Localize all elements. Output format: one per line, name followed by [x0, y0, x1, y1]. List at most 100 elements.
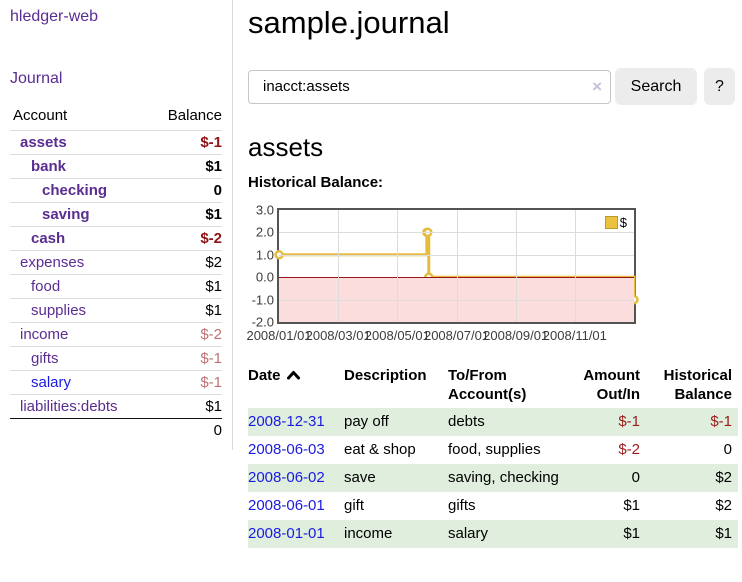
accounts-table-header: Account Balance	[10, 104, 222, 130]
header-line1: Historical	[663, 367, 732, 384]
transaction-date: 2008-06-02	[248, 464, 344, 492]
account-link-income[interactable]: income	[20, 326, 69, 343]
transaction-balance: $1	[715, 525, 732, 542]
transaction-amount: 0	[631, 469, 640, 486]
account-link-expenses[interactable]: expenses	[20, 254, 85, 271]
transaction-accounts: gifts	[448, 497, 476, 514]
search-field-wrap: ×	[248, 69, 611, 104]
y-tick-label: 3.0	[255, 202, 274, 218]
transaction-balance: $-1	[710, 413, 732, 430]
register-header-row: Date Description To/From Account(s) Amount Ou…	[248, 364, 738, 408]
header-line1: To/From	[448, 367, 507, 384]
account-row: income $-2	[10, 322, 222, 346]
gridline-vertical	[574, 210, 576, 322]
accounts-table: Account Balance assets $-1 bank $1 checking 0…	[10, 104, 222, 442]
x-tick-label: 2008/05/01	[364, 328, 430, 343]
account-link-checking[interactable]: checking	[42, 182, 108, 199]
account-balance: $1	[205, 158, 222, 175]
account-row: gifts $-1	[10, 346, 222, 370]
y-tick-label: 1.0	[255, 247, 274, 263]
account-link-liabilities-debts[interactable]: liabilities:debts	[20, 398, 118, 415]
register-header-date[interactable]: Date	[248, 364, 344, 408]
transaction-date: 2008-12-31	[248, 408, 344, 436]
account-link-supplies[interactable]: supplies	[31, 302, 87, 319]
transaction-amount: $-2	[618, 441, 640, 458]
gridline-vertical	[515, 210, 517, 322]
register-header-tofrom: To/From Account(s)	[448, 364, 578, 408]
x-tick-label: 2008/03/01	[305, 328, 371, 343]
account-balance: $1	[205, 302, 222, 319]
account-row: food $1	[10, 274, 222, 298]
transaction-accounts: saving, checking	[448, 469, 559, 486]
account-balance: $1	[205, 278, 222, 295]
account-row: cash $-2	[10, 226, 222, 250]
transaction-description: pay off	[344, 413, 389, 430]
search-row: × Search ?	[248, 68, 741, 105]
balance-column-header: Balance	[167, 107, 222, 124]
x-tick-label: 2008/11/01	[542, 328, 607, 343]
transaction-date-link[interactable]: 2008-01-01	[248, 525, 325, 542]
transaction-amount: $1	[623, 525, 640, 542]
account-balance: $-1	[200, 134, 222, 151]
account-link-gifts[interactable]: gifts	[31, 350, 59, 367]
account-link-salary[interactable]: salary	[31, 374, 72, 391]
account-balance: $1	[205, 206, 222, 223]
y-tick-label: -1.0	[251, 292, 274, 308]
transaction-date-link[interactable]: 2008-12-31	[248, 413, 325, 430]
sidebar-item-journal[interactable]: Journal	[10, 70, 63, 87]
transaction-balance: 0	[723, 441, 732, 458]
account-link-bank[interactable]: bank	[31, 158, 67, 175]
gridline-vertical	[456, 210, 458, 322]
transaction-row: 2008-06-03 eat & shop food, supplies $-2 0	[248, 436, 738, 464]
account-link-cash[interactable]: cash	[31, 230, 66, 247]
x-tick-label: 2008/07/01	[423, 328, 490, 343]
page-title: sample.journal	[248, 5, 450, 40]
account-row: assets $-1	[10, 130, 222, 154]
transaction-row: 2008-01-01 income salary $1 $1	[248, 520, 738, 548]
help-button[interactable]: ?	[704, 68, 735, 105]
account-balance: $-1	[200, 374, 222, 391]
search-button[interactable]: Search	[615, 68, 697, 105]
clear-search-icon[interactable]: ×	[592, 76, 602, 96]
account-row: saving $1	[10, 202, 222, 226]
header-line1: Amount	[583, 367, 640, 384]
transaction-description: gift	[344, 497, 365, 514]
brand-link[interactable]: hledger-web	[10, 8, 99, 25]
transaction-accounts: debts	[448, 413, 485, 430]
account-link-assets[interactable]: assets	[20, 134, 67, 151]
account-heading: assets	[248, 132, 324, 162]
header-line1: Description	[344, 367, 427, 384]
gridline-horizontal	[279, 299, 634, 301]
transaction-accounts: salary	[448, 525, 489, 542]
account-balance: $-2	[200, 326, 222, 343]
register-table: Date Description To/From Account(s) Amount Ou…	[248, 364, 738, 548]
header-line2: Account(s)	[448, 386, 527, 403]
account-link-food[interactable]: food	[31, 278, 61, 295]
transaction-row: 2008-12-31 pay off debts $-1 $-1	[248, 408, 738, 436]
sort-ascending-icon[interactable]	[286, 366, 300, 385]
account-row: bank $1	[10, 154, 222, 178]
register-header-historical: Historical Balance	[650, 364, 738, 408]
header-line2: Balance	[674, 386, 732, 403]
chart-plot-area[interactable]: $	[274, 208, 639, 324]
header-line1: Date	[248, 366, 334, 385]
y-tick-label: 2.0	[255, 224, 274, 240]
search-input[interactable]	[248, 69, 611, 104]
account-balance: $1	[205, 398, 222, 415]
transaction-date-link[interactable]: 2008-06-03	[248, 441, 325, 458]
account-link-saving[interactable]: saving	[42, 206, 90, 223]
gridline-vertical	[338, 210, 340, 322]
gridline-horizontal	[279, 254, 634, 256]
transaction-date-link[interactable]: 2008-06-01	[248, 497, 325, 514]
gridline-horizontal	[279, 232, 634, 234]
transaction-description: eat & shop	[344, 441, 416, 458]
transaction-date: 2008-06-01	[248, 492, 344, 520]
account-row: expenses $2	[10, 250, 222, 274]
accounts-rows: assets $-1 bank $1 checking 0 saving $1 cash $-2 e…	[10, 130, 222, 418]
transaction-date: 2008-01-01	[248, 520, 344, 548]
transaction-date: 2008-06-03	[248, 436, 344, 464]
y-tick-label: 0.0	[255, 269, 274, 285]
app-root: hledger-web Journal Account Balance asse…	[10, 0, 741, 548]
transaction-date-link[interactable]: 2008-06-02	[248, 469, 325, 486]
account-row: liabilities:debts $1	[10, 394, 222, 418]
